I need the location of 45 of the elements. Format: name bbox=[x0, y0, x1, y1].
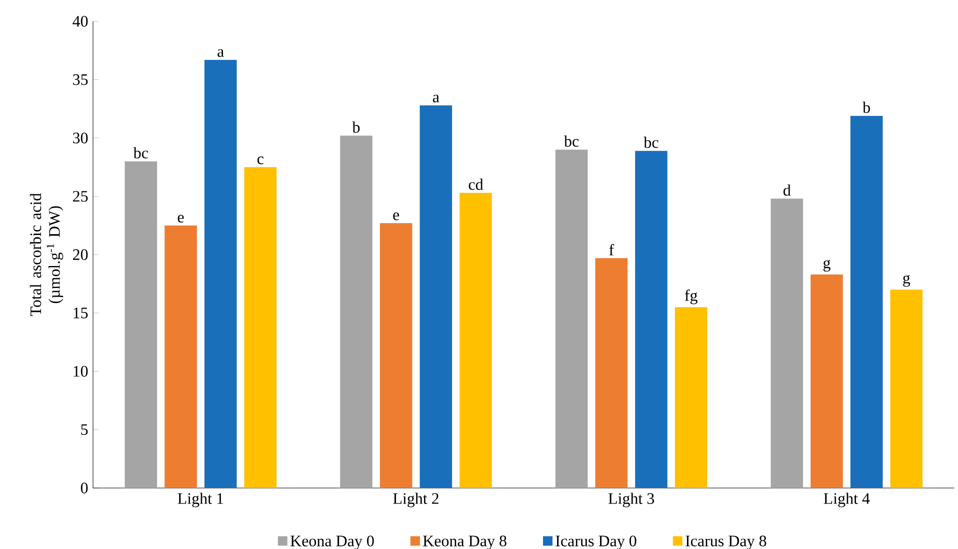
annotation: f bbox=[609, 244, 614, 256]
bar bbox=[164, 225, 197, 488]
annotation: cd bbox=[468, 178, 484, 190]
x-tick-label: Light 4 bbox=[824, 492, 870, 508]
annotation: g bbox=[903, 275, 910, 287]
bar bbox=[124, 161, 158, 488]
y-tick-label: 40 bbox=[72, 16, 88, 27]
y-tick-label: 35 bbox=[73, 74, 88, 86]
y-tick-label: 10 bbox=[74, 366, 88, 377]
bar bbox=[635, 150, 668, 488]
bar bbox=[244, 167, 277, 488]
annotation: c bbox=[257, 156, 264, 164]
annotation: a bbox=[218, 49, 224, 57]
annotation: fg bbox=[684, 289, 698, 304]
bar bbox=[420, 105, 452, 488]
annotation: e bbox=[393, 212, 400, 220]
bar bbox=[380, 223, 412, 488]
y-tick-label: 0 bbox=[80, 482, 88, 494]
annotation: bc bbox=[133, 147, 148, 158]
y-tick-label: 30 bbox=[73, 132, 88, 144]
y-tick-label: 25 bbox=[73, 190, 88, 202]
x-tick-label: Light 3 bbox=[608, 492, 654, 508]
bar bbox=[674, 307, 708, 488]
annotation: b bbox=[352, 121, 360, 133]
bar bbox=[555, 150, 588, 488]
x-tick-label: Light 1 bbox=[178, 492, 224, 508]
bar bbox=[890, 290, 923, 488]
bar bbox=[204, 60, 237, 488]
annotation: a bbox=[432, 94, 440, 102]
y-tick-label: 15 bbox=[74, 308, 88, 318]
annotation: d bbox=[783, 184, 791, 196]
bar bbox=[770, 198, 804, 488]
x-tick-label: Light 2 bbox=[393, 492, 438, 508]
bar bbox=[810, 274, 843, 488]
bar bbox=[340, 136, 372, 488]
y-tick-label: 20 bbox=[73, 249, 88, 260]
annotation: bc bbox=[564, 135, 579, 147]
bar bbox=[595, 258, 628, 488]
annotation: b bbox=[862, 102, 870, 113]
annotation: bc bbox=[644, 136, 658, 148]
annotation: e bbox=[178, 214, 184, 223]
y-tick-label: 5 bbox=[81, 424, 88, 435]
annotation: g bbox=[823, 260, 830, 272]
bar bbox=[850, 116, 883, 488]
bar bbox=[460, 192, 492, 488]
